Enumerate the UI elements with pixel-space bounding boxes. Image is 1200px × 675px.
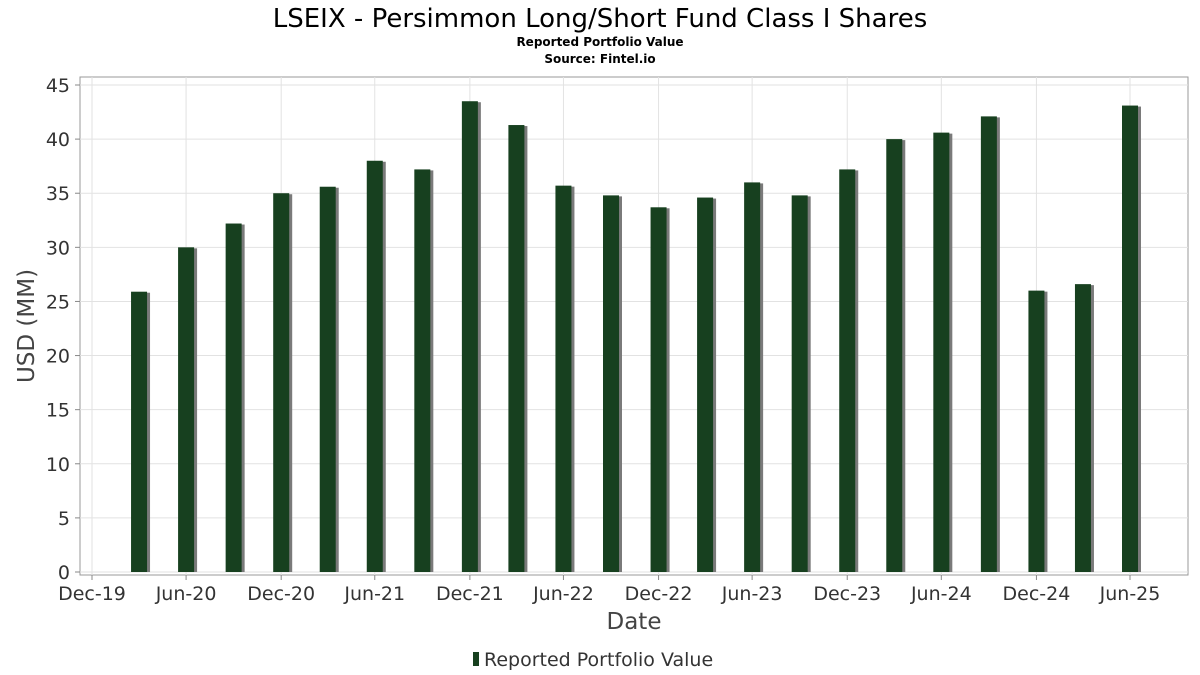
bar: [555, 185, 572, 572]
x-tick-label: Jun-23: [721, 583, 783, 605]
bar: [650, 207, 667, 572]
bar: [839, 169, 856, 572]
bar: [508, 125, 525, 572]
legend: Reported Portfolio Value: [473, 649, 713, 671]
bar: [461, 101, 478, 572]
bar: [319, 186, 336, 572]
x-tick-label: Dec-21: [436, 583, 504, 605]
y-tick-label: 15: [46, 400, 70, 422]
y-tick-label: 30: [46, 237, 70, 259]
x-axis-ticks: Dec-19 Jun-20 Dec-20 Jun-21 Dec-21 Jun-22 Dec-…: [58, 575, 1160, 605]
bar: [791, 195, 808, 573]
bar: [225, 223, 242, 572]
x-tick-label: Jun-25: [1099, 583, 1161, 605]
bar: [980, 116, 997, 572]
x-tick-label: Jun-22: [532, 583, 594, 605]
bar: [178, 247, 195, 573]
y-tick-label: 45: [46, 75, 70, 97]
y-axis-label: USD (MM): [14, 269, 40, 383]
bar: [366, 160, 383, 572]
bar: [131, 291, 148, 572]
y-tick-label: 40: [46, 129, 70, 151]
bars: [131, 101, 1141, 573]
bar: [603, 195, 619, 573]
x-tick-label: Dec-20: [247, 583, 315, 605]
x-tick-label: Dec-24: [1003, 583, 1071, 605]
x-tick-label: Jun-24: [910, 583, 972, 605]
bar: [933, 132, 950, 572]
x-tick-label: Dec-22: [625, 583, 693, 605]
x-tick-label: Dec-23: [813, 583, 881, 605]
y-tick-label: 0: [58, 562, 70, 584]
y-tick-label: 5: [58, 508, 70, 530]
y-tick-label: 20: [46, 346, 70, 368]
x-tick-label: Jun-21: [343, 583, 405, 605]
y-tick-label: 25: [46, 291, 70, 313]
x-axis-label: Date: [607, 609, 662, 635]
y-tick-label: 10: [46, 454, 70, 476]
bar: [697, 197, 714, 572]
y-axis-ticks: 0 5 10 15 20 25 30 35 40 45: [46, 75, 80, 584]
legend-swatch: [473, 652, 479, 666]
x-tick-label: Jun-20: [155, 583, 217, 605]
bar: [1074, 284, 1091, 572]
legend-label: Reported Portfolio Value: [484, 649, 713, 671]
chart-source: Source: Fintel.io: [544, 52, 655, 66]
bar: [744, 182, 761, 572]
bar: [1028, 290, 1045, 572]
y-tick-label: 35: [46, 183, 70, 205]
bar: [1122, 105, 1138, 572]
bar: [273, 193, 290, 572]
plot-area: [79, 76, 1189, 576]
bar: [886, 139, 903, 572]
x-tick-label: Dec-19: [58, 583, 126, 605]
chart-subtitle: Reported Portfolio Value: [516, 35, 683, 49]
bar: [414, 169, 431, 572]
chart-title: LSEIX - Persimmon Long/Short Fund Class …: [273, 4, 927, 34]
